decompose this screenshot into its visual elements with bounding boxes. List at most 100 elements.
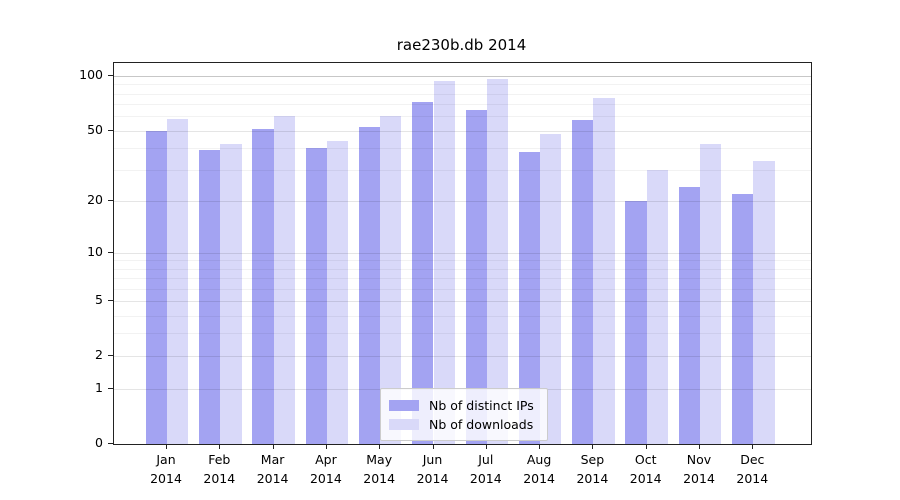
gridline-major [114,201,811,203]
y-tick-label: 5 [95,292,103,308]
bar-downloads-sep [593,97,615,444]
x-tick-month: Sep [580,452,605,467]
gridline-major [114,301,811,303]
x-tick-label-oct: Oct 2014 [618,450,674,488]
x-tick-mark [432,444,434,449]
x-tick-mark [539,444,541,449]
x-tick-label-jul: Jul 2014 [458,450,514,488]
bar-distinct-ips-nov [678,187,700,444]
x-tick-mark [485,444,487,449]
legend-label-ips: Nb of distinct IPs [429,397,534,413]
x-tick-year: 2014 [150,471,182,486]
y-tick-label: 50 [87,121,103,137]
gridline-major [114,356,811,358]
bar-distinct-ips-may [358,127,381,444]
x-tick-label-feb: Feb 2014 [191,450,247,488]
legend-item-ips: Nb of distinct IPs [389,396,537,414]
x-tick-label-dec: Dec 2014 [724,450,780,488]
x-tick-mark [752,444,754,449]
gridline-major [114,76,811,78]
gridline-minor [114,84,811,86]
legend-swatch-downloads-icon [389,418,419,430]
x-tick-label-mar: Mar 2014 [245,450,301,488]
x-tick-label-nov: Nov 2014 [671,450,727,488]
bar-distinct-ips-jun [412,101,434,444]
bar-downloads-feb [220,144,242,444]
x-tick-mark [592,444,594,449]
x-tick-label-apr: Apr 2014 [298,450,354,488]
y-tick-label: 20 [87,192,103,208]
gridline-minor [114,147,811,149]
x-tick-month: Mar [260,452,285,467]
y-tick-mark [108,200,113,202]
y-tick-label: 2 [95,347,103,363]
legend-swatch-ips-icon [389,399,419,411]
gridline-minor [114,116,811,118]
y-tick-mark [108,129,113,131]
gridline-minor [114,315,811,317]
x-tick-label-aug: Aug 2014 [511,450,567,488]
x-tick-year: 2014 [523,471,555,486]
x-tick-year: 2014 [203,471,236,486]
x-tick-year: 2014 [256,471,289,486]
plot-area [113,62,812,445]
bar-downloads-jun [433,80,455,444]
bar-distinct-ips-aug [518,151,541,444]
x-tick-year: 2014 [469,471,502,486]
legend-item-downloads: Nb of downloads [389,415,537,433]
bar-downloads-mar [273,116,295,444]
gridline-minor [114,268,811,270]
x-tick-year: 2014 [683,471,715,486]
gridline-minor [114,288,811,290]
x-tick-year: 2014 [416,471,449,486]
x-tick-month: Jul [478,452,494,467]
bar-distinct-ips-feb [199,149,221,444]
y-tick-mark [108,300,113,302]
bar-downloads-may [380,116,402,444]
bar-distinct-ips-sep [572,120,594,444]
gridline-minor [114,170,811,172]
y-tick-mark [108,75,113,77]
x-tick-mark [379,444,381,449]
y-tick-label: 10 [87,243,103,259]
y-tick-mark [108,355,113,357]
gridline-major [114,252,811,254]
bar-downloads-jan [167,118,189,444]
y-tick-label: 0 [95,435,103,450]
y-tick-mark [108,443,113,444]
x-tick-label-sep: Sep 2014 [564,450,620,488]
x-tick-month: Nov [686,452,712,467]
bar-distinct-ips-jan [145,130,167,444]
bar-distinct-ips-apr [305,147,327,444]
x-tick-mark [166,444,167,449]
x-tick-year: 2014 [363,471,396,486]
bar-distinct-ips-dec [732,194,754,444]
bar-downloads-aug [540,133,562,444]
bar-downloads-dec [753,160,775,444]
bar-distinct-ips-mar [252,129,274,444]
x-tick-mark [699,444,700,449]
bar-downloads-jul [486,79,509,444]
x-tick-month: Jan [156,452,176,467]
bar-downloads-oct [646,170,668,444]
x-tick-month: Jun [422,452,443,467]
y-tick-mark [108,251,113,253]
x-tick-year: 2014 [629,471,662,486]
x-tick-label-may: May 2014 [351,450,407,488]
y-tick-mark [108,387,113,389]
bar-downloads-apr [326,140,349,444]
bar-distinct-ips-oct [625,201,647,444]
x-tick-mark [325,444,327,449]
x-tick-mark [645,444,647,449]
legend-label-downloads: Nb of downloads [429,416,534,432]
y-tick-label: 100 [79,67,103,83]
y-tick-label: 1 [95,379,103,395]
bar-downloads-nov [700,144,722,444]
x-tick-mark [272,444,274,449]
x-tick-month: Apr [315,452,337,467]
x-tick-label-jan: Jan 2014 [138,450,194,488]
x-tick-month: May [366,452,393,467]
x-tick-year: 2014 [736,471,769,486]
bar-distinct-ips-jul [465,110,487,444]
